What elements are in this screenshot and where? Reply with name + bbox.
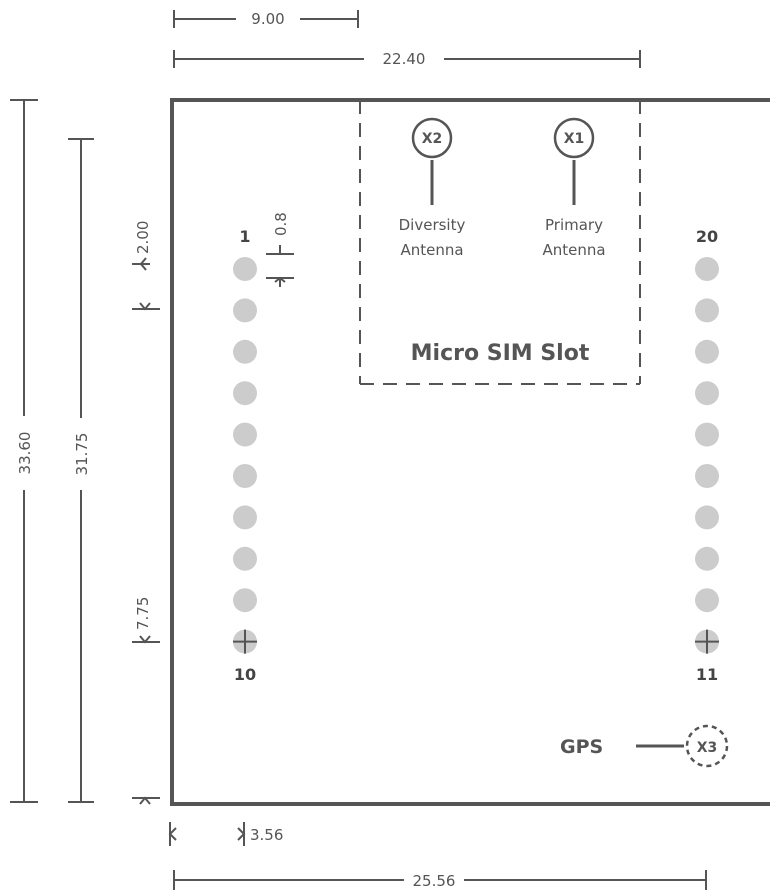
pin-pad-right-2 [695, 298, 719, 323]
sim-slot-outline [359, 100, 641, 385]
pin-label-20: 20 [696, 227, 718, 246]
dim-edge-offset-label: 3.56 [250, 826, 283, 844]
board-outline [170, 98, 770, 806]
pin-pad-right-3 [695, 339, 719, 364]
pin-pad-left-6 [233, 464, 257, 488]
pin-pad-right-5 [695, 422, 719, 447]
dim-pin-span-height-label: 31.75 [73, 433, 91, 476]
pin-pad-left-8 [233, 546, 257, 571]
dim-pin-offset-top [173, 10, 359, 28]
pin-pad-left-4 [233, 381, 257, 406]
antenna-connector-x2 [411, 117, 453, 205]
antenna-x2-label-line1: Diversity [399, 216, 466, 234]
dim-board-height-label: 33.60 [16, 432, 34, 475]
pin-pad-right-1 [695, 257, 719, 281]
pin-crosshair-left [233, 629, 257, 654]
dim-pad-size-label: 0.8 [272, 212, 290, 236]
dim-first-pin-offset-label: 2.00 [134, 221, 152, 254]
dim-edge-offset [168, 822, 246, 846]
pin-pad-left-1 [233, 257, 257, 281]
dim-last-pin-offset [132, 635, 160, 805]
pin-label-10: 10 [234, 665, 256, 684]
pin-pad-left-3 [233, 339, 257, 364]
pin-pad-right-6 [695, 464, 719, 488]
dim-slot-width [173, 50, 641, 68]
pin-pad-right-9 [695, 588, 719, 613]
pin-label-1: 1 [239, 227, 250, 246]
dim-board-height [10, 99, 38, 803]
antenna-x1-label-line2: Antenna [542, 241, 605, 259]
antenna-x2-label-line2: Antenna [400, 241, 463, 259]
pin-label-11: 11 [696, 665, 718, 684]
dim-board-width [173, 870, 707, 890]
dim-slot-width-label: 22.40 [383, 50, 426, 68]
dim-pin-offset-top-label: 9.00 [251, 10, 284, 28]
pin-pad-left-2 [233, 298, 257, 323]
dim-pin-span-height [68, 138, 94, 803]
sim-slot-label: Micro SIM Slot [411, 341, 590, 366]
pin-pad-right-7 [695, 505, 719, 530]
antenna-x1-id: X1 [564, 131, 585, 147]
gps-label: GPS [560, 736, 603, 758]
antenna-x1-label-line1: Primary [545, 216, 603, 234]
antenna-x2-id: X2 [422, 131, 443, 147]
gps-connector-x3 [685, 724, 729, 768]
dim-last-pin-offset-label: 7.75 [134, 597, 152, 630]
dim-pad-size [266, 245, 294, 287]
gps-id: X3 [697, 740, 718, 756]
pin-crosshair-right [695, 629, 719, 654]
pin-pad-right-8 [695, 546, 719, 571]
pin-pad-left-5 [233, 422, 257, 447]
pin-column-right [695, 257, 719, 654]
dim-first-pin-offset [132, 257, 160, 311]
antenna-connector-x1 [553, 117, 595, 205]
pin-pad-right-4 [695, 381, 719, 406]
pin-pad-left-7 [233, 505, 257, 530]
dim-board-width-label: 25.56 [413, 872, 456, 890]
pin-pad-left-9 [233, 588, 257, 613]
pin-column-left [233, 257, 257, 654]
